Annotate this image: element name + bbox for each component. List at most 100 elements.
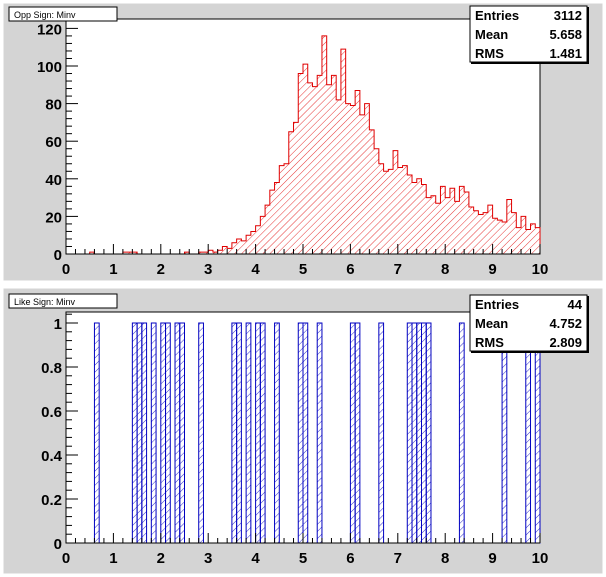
stats-label: RMS [475,335,504,350]
histogram-bin [492,218,498,254]
histogram-bin [511,212,517,254]
histogram-bin [141,323,147,543]
y-tick-label: 0.2 [41,492,62,509]
x-tick-label: 1 [109,261,117,278]
histogram-bin [402,165,408,254]
histogram-bin [198,323,204,543]
histogram-bin [151,323,157,543]
opp-sign-title: Opp Sign: Minv [14,10,76,20]
histogram-bin [350,323,356,543]
histogram-bin [317,75,322,255]
histogram-bin [412,323,417,543]
histogram-bin [383,171,389,254]
x-tick-label: 3 [204,261,212,278]
stats-value: 4.752 [549,316,582,331]
x-tick-label: 0 [62,261,70,278]
histogram-bin [160,323,166,543]
x-tick-label: 9 [488,550,496,567]
histogram-bin [293,122,299,255]
histogram-bin [502,222,507,254]
histogram-bin [184,252,190,254]
opp-sign-stats-box: Entries 3112 Mean 5.658 RMS 1.481 [469,5,589,64]
y-tick-label: 0 [54,536,62,553]
histogram-bin [217,250,223,254]
histogram-bin [478,214,484,254]
histogram-bin [497,220,503,254]
histogram-bin [312,86,318,255]
y-tick-label: 120 [37,21,62,38]
histogram-bin [212,252,218,254]
stats-box-shadow-right [587,296,589,353]
stats-label: RMS [475,46,504,61]
histogram-bin [454,201,460,254]
y-tick-label: 1 [54,316,62,333]
x-tick-label: 10 [532,550,549,567]
histogram-bin [127,252,133,254]
histogram-bin [393,150,398,254]
histogram-bin [274,323,280,543]
histogram-bin [298,73,303,255]
y-tick-label: 60 [45,134,62,151]
histogram-bin [374,148,379,254]
stats-box-shadow-bottom [471,351,588,353]
histogram-bin [331,75,337,255]
x-tick-label: 1 [109,550,117,567]
histogram-bin [435,203,441,254]
y-tick-label: 0 [54,247,62,264]
histogram-bin [345,103,351,254]
histogram-bin [231,323,237,543]
stats-value: 44 [568,297,583,312]
histogram-bin [326,84,332,254]
histogram-bin [89,252,95,254]
histogram-bin [303,323,308,543]
x-tick-label: 3 [204,550,212,567]
histogram-bin [246,323,251,543]
stats-value: 3112 [554,8,582,23]
histogram-bin [255,323,261,543]
histogram-bin [255,225,261,254]
histogram-bin [227,248,232,254]
histogram-bin [165,323,171,543]
histogram-bin [222,246,228,254]
histogram-bin [502,323,507,543]
histogram-bin [525,229,531,254]
stats-value: 2.809 [549,335,582,350]
histogram-bin [359,114,365,254]
histogram-bin [350,105,356,254]
opp-sign-bars [66,35,541,255]
y-tick-label: 0.6 [41,404,62,421]
histogram-bin [203,252,209,254]
x-tick-label: 5 [299,261,307,278]
histogram-bin [530,223,536,254]
histogram-outline [66,35,541,255]
histogram-bin [241,240,247,254]
histogram-bin [364,103,370,254]
y-tick-label: 100 [37,59,62,76]
histogram-bin [137,323,142,543]
stats-box-shadow-right [587,7,589,64]
stats-box-shadow-bottom [471,62,588,64]
histogram-bin [303,64,308,255]
histogram-bin [416,178,422,254]
stats-value: 1.481 [549,46,582,61]
y-tick-label: 0.8 [41,360,62,377]
histogram-bin [388,169,394,254]
y-tick-label: 0.4 [41,448,63,465]
histogram-bin [236,323,242,543]
histogram-bin [378,323,384,543]
histogram-bin [198,252,204,254]
histogram-bin [407,323,413,543]
histogram-bin [421,323,427,543]
histogram-bin [412,182,417,254]
histogram-bin [321,35,327,254]
histogram-bin [416,323,422,543]
histogram-bin [94,323,100,543]
stats-value: 5.658 [549,27,582,42]
x-tick-label: 6 [346,261,354,278]
x-tick-label: 2 [157,261,165,278]
histogram-bin [269,190,275,254]
histogram-bin [340,49,346,254]
histogram-bin [336,99,341,254]
x-tick-label: 8 [441,261,449,278]
histogram-bin [426,197,431,254]
